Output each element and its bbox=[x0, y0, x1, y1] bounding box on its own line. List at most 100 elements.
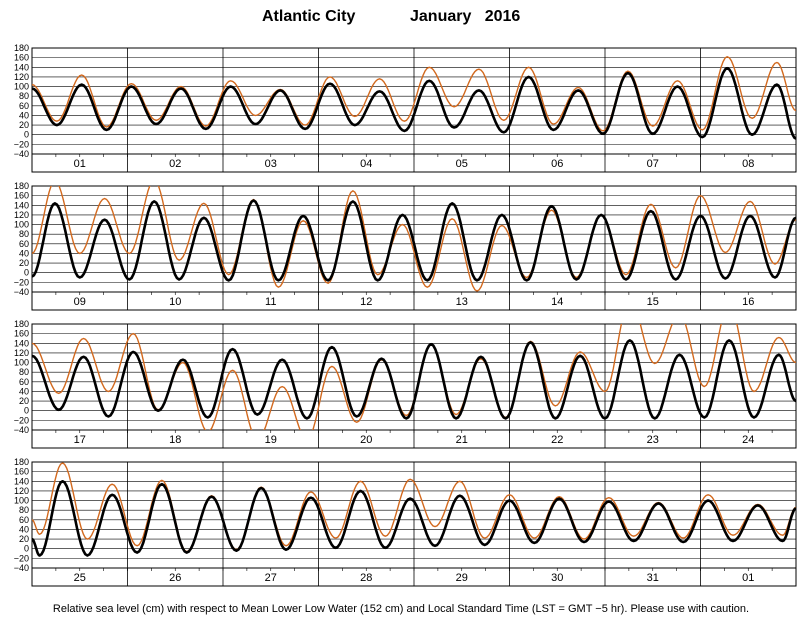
y-tick-label: 140 bbox=[14, 476, 29, 486]
y-tick-label: 40 bbox=[19, 524, 29, 534]
y-tick-label: 80 bbox=[19, 505, 29, 515]
y-tick-label: 20 bbox=[19, 120, 29, 130]
y-tick-label: 180 bbox=[14, 457, 29, 467]
y-tick-label: −40 bbox=[14, 149, 29, 159]
y-tick-label: 120 bbox=[14, 486, 29, 496]
day-label-25: 25 bbox=[74, 572, 86, 584]
series-line-predicted bbox=[32, 199, 796, 282]
y-tick-label: −40 bbox=[14, 563, 29, 573]
y-tick-label: 120 bbox=[14, 72, 29, 82]
day-label-03: 03 bbox=[265, 158, 277, 170]
day-label-13: 13 bbox=[456, 296, 468, 308]
y-tick-label: 0 bbox=[24, 130, 29, 140]
panel-frame bbox=[31, 185, 797, 311]
y-tick-label: 100 bbox=[14, 220, 29, 230]
day-label-02: 02 bbox=[169, 158, 181, 170]
y-tick-label: 0 bbox=[24, 406, 29, 416]
panel-frame bbox=[31, 323, 797, 449]
y-tick-label: 140 bbox=[14, 62, 29, 72]
y-tick-label: 40 bbox=[19, 386, 29, 396]
day-label-31: 31 bbox=[647, 572, 659, 584]
day-label-04: 04 bbox=[360, 158, 372, 170]
y-tick-label: 120 bbox=[14, 348, 29, 358]
series-line-predicted bbox=[32, 480, 796, 557]
y-tick-label: −20 bbox=[14, 139, 29, 149]
day-label-08: 08 bbox=[742, 158, 754, 170]
day-label-06: 06 bbox=[551, 158, 563, 170]
day-label-18: 18 bbox=[169, 434, 181, 446]
day-label-28: 28 bbox=[360, 572, 372, 584]
panel-frame bbox=[31, 461, 797, 587]
y-tick-label: 0 bbox=[24, 544, 29, 554]
y-tick-label: 80 bbox=[19, 367, 29, 377]
day-label-15: 15 bbox=[647, 296, 659, 308]
day-label-23: 23 bbox=[647, 434, 659, 446]
day-label-10: 10 bbox=[169, 296, 181, 308]
y-tick-label: 80 bbox=[19, 229, 29, 239]
day-label-27: 27 bbox=[265, 572, 277, 584]
day-label-24: 24 bbox=[742, 434, 754, 446]
y-tick-label: 60 bbox=[19, 377, 29, 387]
day-label-21: 21 bbox=[456, 434, 468, 446]
y-tick-label: −40 bbox=[14, 425, 29, 435]
day-label-11: 11 bbox=[265, 296, 276, 308]
day-label-22: 22 bbox=[551, 434, 563, 446]
y-tick-label: 100 bbox=[14, 496, 29, 506]
y-tick-label: 60 bbox=[19, 239, 29, 249]
day-label-30: 30 bbox=[551, 572, 563, 584]
y-tick-label: −20 bbox=[14, 553, 29, 563]
day-label-14: 14 bbox=[551, 296, 563, 308]
day-label-16: 16 bbox=[742, 296, 754, 308]
y-tick-label: 140 bbox=[14, 200, 29, 210]
day-label-07: 07 bbox=[647, 158, 659, 170]
y-tick-label: 20 bbox=[19, 396, 29, 406]
y-tick-label: 180 bbox=[14, 181, 29, 191]
y-tick-label: 40 bbox=[19, 110, 29, 120]
y-tick-label: 100 bbox=[14, 82, 29, 92]
day-label-01: 01 bbox=[74, 158, 86, 170]
chart-title-month-year: January 2016 bbox=[410, 8, 520, 25]
day-label-20: 20 bbox=[360, 434, 372, 446]
y-tick-label: 100 bbox=[14, 358, 29, 368]
y-tick-label: −20 bbox=[14, 415, 29, 425]
y-tick-label: −20 bbox=[14, 277, 29, 287]
y-tick-label: 20 bbox=[19, 534, 29, 544]
day-label-17: 17 bbox=[74, 434, 86, 446]
day-label-12: 12 bbox=[360, 296, 372, 308]
series-line-predicted bbox=[32, 66, 796, 140]
day-label-29: 29 bbox=[456, 572, 468, 584]
y-tick-label: 140 bbox=[14, 338, 29, 348]
y-tick-label: −40 bbox=[14, 287, 29, 297]
y-tick-label: 0 bbox=[24, 268, 29, 278]
chart-footer-note: Relative sea level (cm) with respect to … bbox=[53, 603, 749, 615]
y-tick-label: 80 bbox=[19, 91, 29, 101]
y-tick-label: 160 bbox=[14, 191, 29, 201]
y-tick-label: 180 bbox=[14, 43, 29, 53]
y-tick-label: 180 bbox=[14, 319, 29, 329]
series-line-observed bbox=[32, 56, 796, 132]
y-tick-label: 20 bbox=[19, 258, 29, 268]
panel-series bbox=[32, 56, 796, 140]
y-tick-label: 40 bbox=[19, 248, 29, 258]
y-tick-label: 60 bbox=[19, 101, 29, 111]
y-tick-label: 160 bbox=[14, 467, 29, 477]
y-tick-label: 120 bbox=[14, 210, 29, 220]
panel-series bbox=[32, 324, 796, 430]
day-label-19: 19 bbox=[265, 434, 277, 446]
y-tick-label: 160 bbox=[14, 53, 29, 63]
day-label-09: 09 bbox=[74, 296, 86, 308]
panel-series bbox=[32, 462, 796, 557]
y-tick-label: 160 bbox=[14, 329, 29, 339]
panel-series bbox=[32, 186, 796, 292]
series-line-predicted bbox=[32, 339, 796, 420]
chart-title-station: Atlantic City bbox=[262, 8, 355, 25]
y-tick-label: 60 bbox=[19, 515, 29, 525]
series-line-observed bbox=[32, 186, 796, 292]
day-label-01: 01 bbox=[742, 572, 754, 584]
